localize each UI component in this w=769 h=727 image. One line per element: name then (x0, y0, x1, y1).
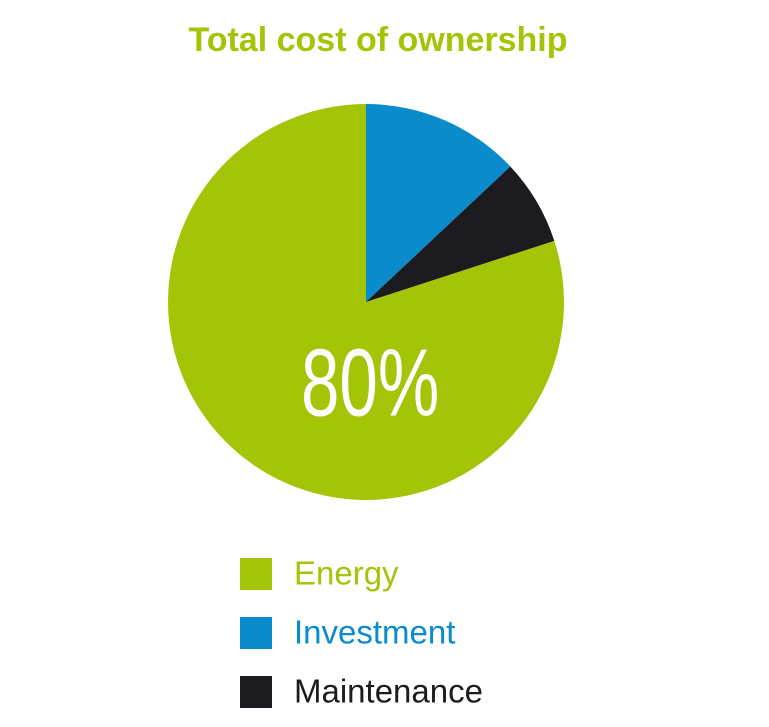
legend-swatch (240, 558, 272, 590)
legend-label: Maintenance (294, 673, 483, 710)
legend-swatch (240, 676, 272, 708)
chart-title: Total cost of ownership (188, 21, 567, 59)
legend-label: Energy (294, 555, 399, 592)
legend-swatch (240, 617, 272, 649)
pie-slice (366, 166, 555, 302)
data-label: 80% (301, 328, 439, 436)
pie-slice (366, 104, 511, 302)
legend-label: Investment (294, 614, 455, 651)
